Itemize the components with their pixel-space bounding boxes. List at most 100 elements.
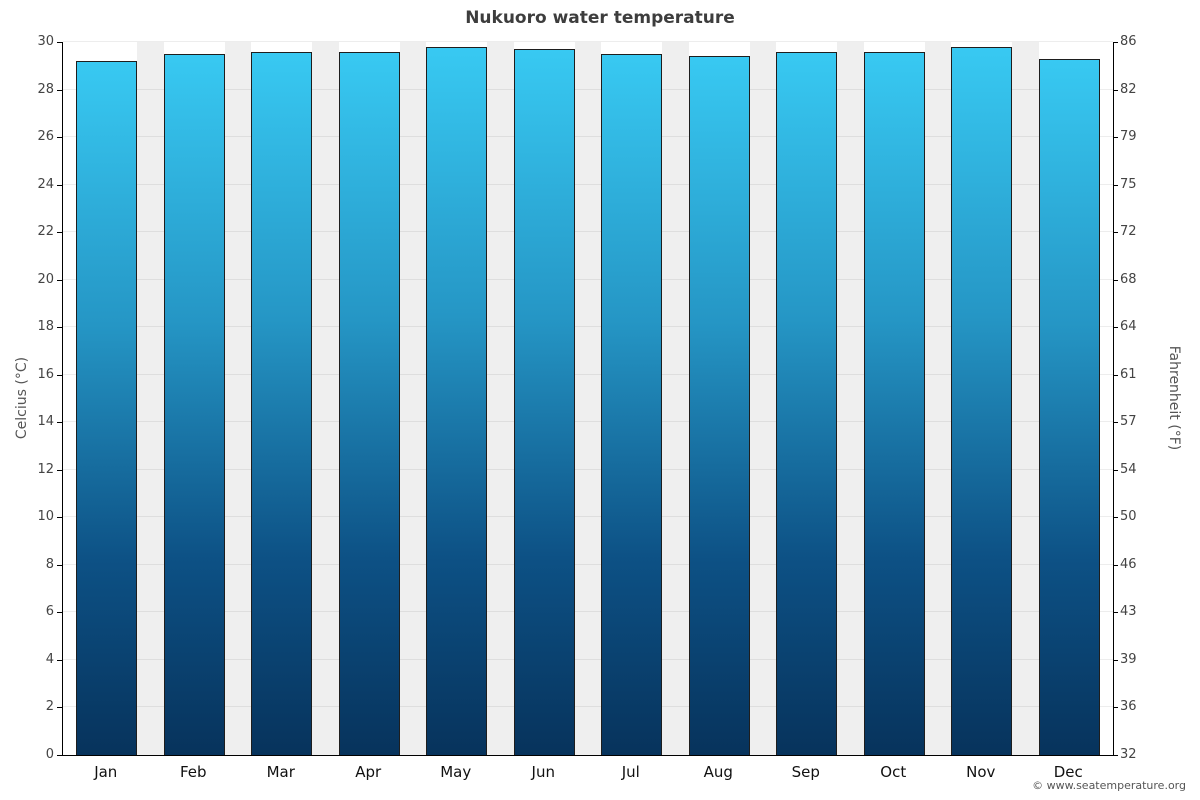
gridline: [63, 516, 1113, 518]
tick-mark-left: [57, 422, 62, 424]
column-stripe: [224, 42, 252, 755]
tick-mark-left: [57, 374, 62, 376]
y-tick-label-celsius: 6: [45, 604, 54, 620]
column-stripe: [399, 42, 427, 755]
tick-mark-right: [1113, 42, 1118, 43]
tick-mark-right: [1113, 469, 1118, 471]
column-stripe: [662, 42, 689, 755]
month-label-oct: Oct: [880, 763, 907, 781]
gridline: [63, 136, 1113, 138]
y-tick-label-celsius: 20: [37, 271, 54, 287]
tick-mark-left: [57, 232, 62, 234]
gridline: [63, 41, 1113, 42]
bar-jul: [601, 53, 663, 755]
y-tick-label-celsius: 24: [37, 176, 54, 192]
tick-mark-right: [1113, 279, 1118, 281]
y-tick-label-celsius: 28: [37, 81, 54, 97]
tick-mark-left: [57, 469, 62, 471]
month-label-sep: Sep: [791, 763, 820, 781]
bar-dec: [1038, 58, 1100, 755]
tick-mark-left: [57, 755, 62, 756]
month-label-nov: Nov: [966, 763, 996, 781]
y-tick-label-celsius: 12: [37, 461, 54, 477]
plot-area: [62, 41, 1114, 756]
gridline: [63, 326, 1113, 328]
tick-mark-right: [1113, 374, 1118, 376]
gridline: [63, 706, 1113, 708]
y-tick-label-fahrenheit: 36: [1120, 699, 1137, 715]
tick-mark-left: [57, 564, 62, 566]
right-axis-title: Fahrenheit (°F): [1166, 345, 1182, 451]
tick-mark-right: [1113, 755, 1118, 756]
bar-feb: [163, 53, 225, 755]
y-tick-label-fahrenheit: 86: [1120, 34, 1137, 49]
tick-mark-left: [57, 327, 62, 329]
month-label-jun: Jun: [531, 763, 555, 781]
gridline: [63, 658, 1113, 660]
tick-mark-right: [1113, 327, 1118, 329]
tick-mark-left: [57, 517, 62, 519]
y-tick-label-fahrenheit: 72: [1120, 224, 1137, 240]
tick-mark-left: [57, 42, 62, 43]
bar-aug: [688, 56, 750, 755]
y-tick-label-fahrenheit: 61: [1120, 366, 1137, 382]
gridline: [63, 278, 1113, 280]
tick-mark-right: [1113, 422, 1118, 424]
y-tick-label-celsius: 16: [37, 366, 54, 382]
y-tick-label-celsius: 22: [37, 224, 54, 240]
y-tick-label-celsius: 2: [45, 699, 54, 715]
gridline: [63, 563, 1113, 565]
column-stripe: [837, 42, 864, 755]
gridline: [63, 421, 1113, 423]
tick-mark-right: [1113, 707, 1118, 709]
gridline: [63, 183, 1113, 185]
y-tick-label-fahrenheit: 68: [1120, 271, 1137, 287]
column-stripe: [574, 42, 602, 755]
y-tick-label-fahrenheit: 57: [1120, 414, 1137, 430]
y-tick-label-fahrenheit: 79: [1120, 129, 1137, 145]
y-tick-label-fahrenheit: 50: [1120, 509, 1137, 525]
y-tick-label-fahrenheit: 64: [1120, 319, 1137, 335]
y-tick-label-celsius: 4: [45, 651, 54, 667]
bar-nov: [951, 46, 1013, 755]
column-stripe: [312, 42, 339, 755]
gridline: [63, 373, 1113, 375]
column-stripe: [487, 42, 514, 755]
gridline: [63, 611, 1113, 613]
tick-mark-right: [1113, 564, 1118, 566]
y-tick-label-celsius: 18: [37, 319, 54, 335]
tick-mark-left: [57, 707, 62, 709]
tick-mark-right: [1113, 517, 1118, 519]
tick-mark-right: [1113, 137, 1118, 139]
tick-mark-right: [1113, 232, 1118, 234]
y-tick-label-fahrenheit: 32: [1120, 747, 1137, 762]
column-stripe: [1012, 42, 1039, 755]
tick-mark-right: [1113, 89, 1118, 91]
tick-mark-left: [57, 89, 62, 91]
y-tick-label-fahrenheit: 75: [1120, 176, 1137, 192]
y-tick-label-fahrenheit: 82: [1120, 81, 1137, 97]
bar-jan: [76, 61, 138, 755]
month-label-jul: Jul: [621, 763, 640, 781]
chart-title: Nukuoro water temperature: [465, 8, 735, 28]
tick-mark-left: [57, 659, 62, 661]
y-tick-label-celsius: 26: [37, 129, 54, 145]
month-label-mar: Mar: [266, 763, 295, 781]
y-tick-label-fahrenheit: 43: [1120, 604, 1137, 620]
bar-oct: [863, 51, 925, 755]
column-stripe: [924, 42, 952, 755]
month-label-jan: Jan: [94, 763, 118, 781]
y-tick-label-celsius: 8: [45, 556, 54, 572]
y-tick-label-celsius: 30: [37, 34, 54, 49]
gridline: [63, 468, 1113, 470]
tick-mark-left: [57, 612, 62, 614]
copyright: © www.seatemperature.org: [1032, 779, 1186, 792]
month-label-apr: Apr: [355, 763, 382, 781]
tick-mark-left: [57, 184, 62, 186]
month-label-dec: Dec: [1053, 763, 1083, 781]
tick-mark-right: [1113, 659, 1118, 661]
tick-mark-right: [1113, 184, 1118, 186]
gridline: [63, 231, 1113, 233]
bar-may: [426, 46, 488, 755]
y-tick-label-celsius: 0: [45, 747, 54, 762]
